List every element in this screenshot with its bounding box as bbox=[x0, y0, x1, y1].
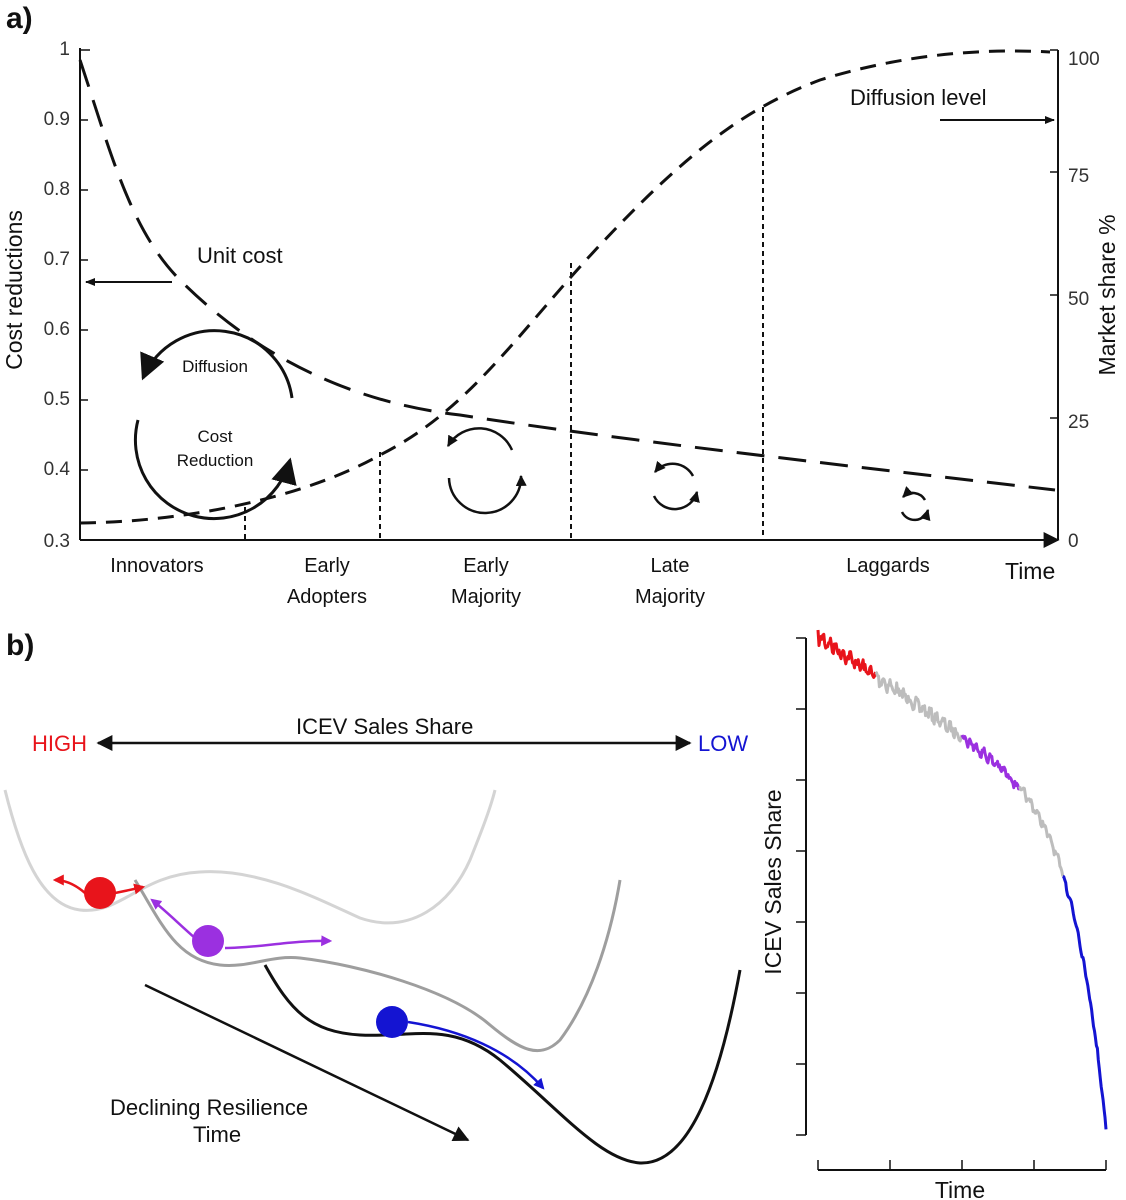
left-tick-label: 0.7 bbox=[44, 249, 70, 270]
phase-late-majority-line1: Late bbox=[651, 555, 690, 577]
time-series-plot: Time ICEV Sales Share bbox=[760, 629, 1108, 1200]
high-label: HIGH bbox=[32, 731, 87, 756]
mid-state-ball bbox=[192, 925, 224, 957]
right-tick-label: 100 bbox=[1068, 49, 1100, 70]
ts-y-ticks bbox=[796, 637, 806, 1136]
declining-resilience-arrow bbox=[144, 983, 470, 1142]
panel-b-label: b) bbox=[6, 629, 34, 662]
mid-right-arrow bbox=[224, 935, 333, 950]
phase-early-adopters-line2: Adopters bbox=[287, 586, 367, 608]
unit-cost-label: Unit cost bbox=[197, 243, 283, 268]
mid-left-arrow bbox=[150, 898, 196, 939]
phase-innovators: Innovators bbox=[110, 555, 203, 577]
left-tick-label: 0.4 bbox=[44, 459, 71, 480]
diffusion-curve bbox=[79, 49, 1051, 525]
ts-x-ticks bbox=[817, 1160, 1107, 1170]
low-right-arrow bbox=[407, 1020, 545, 1090]
left-axis-ticks bbox=[80, 49, 90, 471]
high-left-arrow bbox=[52, 874, 86, 894]
right-tick-label: 0 bbox=[1068, 531, 1079, 552]
high-state-ball bbox=[84, 877, 116, 909]
right-tick-label: 25 bbox=[1068, 412, 1089, 433]
phase-late-majority-line2: Majority bbox=[635, 586, 705, 608]
feedback-cycle-small bbox=[652, 460, 700, 511]
panel-b: b) ICEV Sales Share HIGH LOW Declining R… bbox=[3, 629, 1108, 1200]
declining-time-label: Time bbox=[193, 1122, 241, 1147]
landscape-mid bbox=[133, 879, 622, 1053]
left-tick-label: 0.9 bbox=[44, 109, 70, 130]
landscape-low bbox=[263, 964, 742, 1165]
left-tick-label: 1 bbox=[59, 39, 70, 60]
declining-resilience-label: Declining Resilience bbox=[110, 1095, 308, 1120]
feedback-cycle-medium bbox=[446, 427, 527, 515]
unit-cost-curve bbox=[78, 59, 1056, 492]
cycle-cost-label: Cost bbox=[198, 427, 233, 446]
left-tick-label: 0.6 bbox=[44, 319, 70, 340]
right-axis-ticks bbox=[1050, 49, 1058, 419]
ts-segment-neutral bbox=[1018, 785, 1065, 877]
x-axis-label: Time bbox=[1005, 558, 1055, 584]
right-axis-tick-labels: 100 75 50 25 0 bbox=[1068, 49, 1100, 552]
feedback-cycle-tiny bbox=[900, 486, 931, 522]
right-tick-label: 50 bbox=[1068, 289, 1089, 310]
ts-y-label: ICEV Sales Share bbox=[760, 789, 786, 974]
phase-early-majority-line2: Majority bbox=[451, 586, 521, 608]
low-state-ball bbox=[376, 1006, 408, 1038]
panel-a: a) 1 0.9 0.8 0.7 0.6 0.5 0.4 0.3 Cost re… bbox=[1, 2, 1120, 608]
right-axis-title: Market share % bbox=[1094, 214, 1120, 375]
panel-a-label: a) bbox=[6, 2, 33, 35]
landscape-high bbox=[3, 789, 497, 925]
phase-early-majority-line1: Early bbox=[463, 555, 509, 577]
cycle-diffusion-label: Diffusion bbox=[182, 357, 248, 376]
ts-segment-high bbox=[816, 629, 878, 679]
left-tick-label: 0.5 bbox=[44, 389, 70, 410]
left-axis-tick-labels: 1 0.9 0.8 0.7 0.6 0.5 0.4 0.3 bbox=[44, 39, 71, 552]
left-axis-title: Cost reductions bbox=[1, 210, 27, 370]
low-label: LOW bbox=[698, 731, 748, 756]
high-right-arrow bbox=[114, 883, 146, 895]
phase-labels: Innovators Early Adopters Early Majority… bbox=[110, 555, 929, 608]
diffusion-level-label: Diffusion level bbox=[850, 85, 987, 110]
phase-early-adopters-line1: Early bbox=[304, 555, 350, 577]
phase-laggards: Laggards bbox=[846, 555, 929, 577]
left-tick-label: 0.8 bbox=[44, 179, 70, 200]
cycle-reduction-label: Reduction bbox=[177, 451, 254, 470]
ts-segment-neutral bbox=[874, 670, 964, 743]
right-tick-label: 75 bbox=[1068, 166, 1089, 187]
left-tick-label: 0.3 bbox=[44, 531, 70, 552]
ts-segment-low bbox=[1062, 874, 1108, 1130]
phase-dividers bbox=[244, 107, 764, 540]
ts-segment-mid bbox=[960, 734, 1021, 791]
ts-series bbox=[816, 629, 1108, 1130]
ts-x-label: Time bbox=[935, 1177, 985, 1200]
feedback-cycle-large: Diffusion Cost Reduction bbox=[133, 329, 297, 521]
icev-share-header: ICEV Sales Share bbox=[296, 714, 473, 739]
